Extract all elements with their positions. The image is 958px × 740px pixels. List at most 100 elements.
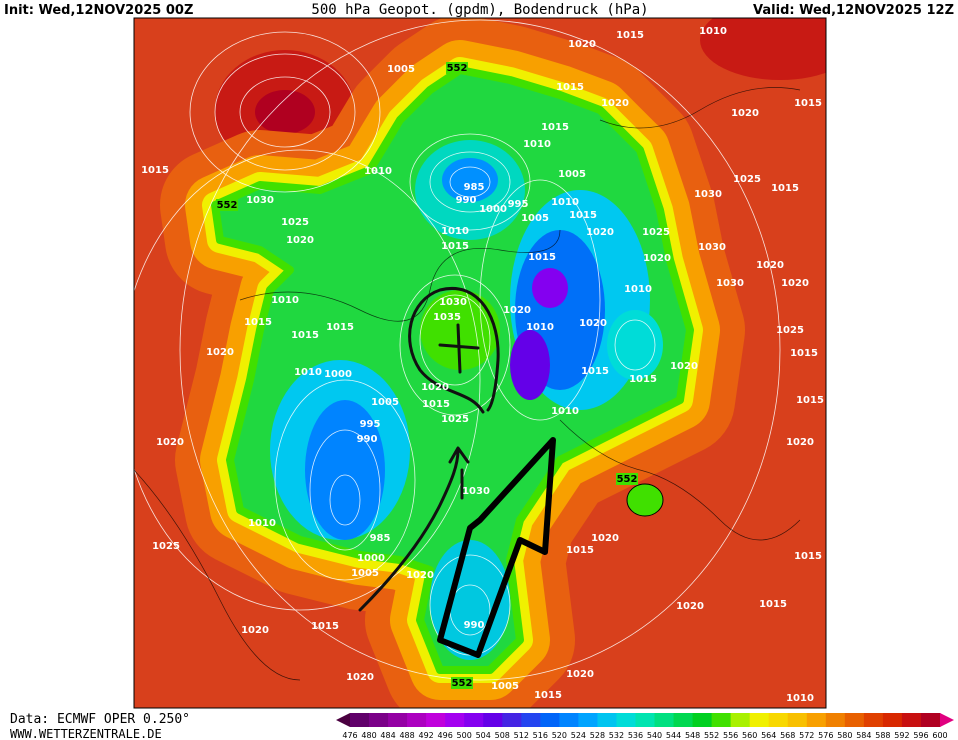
website: WWW.WETTERZENTRALE.DE <box>10 727 162 740</box>
isobar-label: 1025 <box>642 227 670 238</box>
colorbar-label: 544 <box>666 731 681 740</box>
contour-label: 552 <box>452 678 473 689</box>
map-frame <box>133 17 827 709</box>
colorbar-box <box>597 713 617 727</box>
isobar-label: 1020 <box>286 235 314 246</box>
colorbar-label: 508 <box>495 731 510 740</box>
isobar-label: 1015 <box>616 30 644 41</box>
isobar-label: 1020 <box>586 227 614 238</box>
colorbar-label: 560 <box>742 731 757 740</box>
colorbar-box <box>521 713 541 727</box>
colorbar: 476 480 484 488 492 496 500 504 508 512 516 520 524 5… <box>336 713 954 740</box>
isobar-label: 1020 <box>676 601 704 612</box>
warm-area <box>700 18 826 80</box>
colorbar-label: 552 <box>704 731 719 740</box>
isobar-label: 1015 <box>541 122 569 133</box>
isobar-label: 1025 <box>441 414 469 425</box>
colorbar-label: 588 <box>875 731 890 740</box>
colorbar-box <box>673 713 694 727</box>
isobar-label: 1020 <box>643 253 671 264</box>
isobar-label: 1020 <box>566 669 594 680</box>
isobar-label: 1005 <box>491 681 519 692</box>
isobar-label: 1025 <box>733 174 761 185</box>
colorbar-label: 572 <box>799 731 814 740</box>
colorbar-label: 536 <box>628 731 643 740</box>
isobar-label: 1025 <box>152 541 180 552</box>
colorbar-box <box>464 713 484 727</box>
colorbar-label: 492 <box>418 731 433 740</box>
colorbar-box <box>825 713 846 727</box>
isobar-label: 1030 <box>716 278 744 289</box>
blue-area <box>305 400 385 540</box>
isobar-label: 1020 <box>781 278 809 289</box>
colorbar-label: 556 <box>723 731 738 740</box>
isobar-label: 1015 <box>581 366 609 377</box>
colorbar-label: 476 <box>342 731 357 740</box>
isobar-label: 1020 <box>731 108 759 119</box>
colorbar-box <box>730 713 751 727</box>
isobar-label: 1015 <box>566 545 594 556</box>
colorbar-box <box>616 713 636 727</box>
isobar-label: 1015 <box>528 252 556 263</box>
contour-label-bg <box>451 677 473 689</box>
colorbar-label: 596 <box>913 731 928 740</box>
colorbar-label: 484 <box>380 731 395 740</box>
contour-label: 552 <box>617 474 638 485</box>
colorbar-box <box>540 713 560 727</box>
colorbar-box <box>445 713 465 727</box>
colorbar-box <box>692 713 713 727</box>
isobar-label: 1020 <box>591 533 619 544</box>
colorbar-box <box>369 713 389 727</box>
isobar-label: 1005 <box>558 169 586 180</box>
isobar-label: 1020 <box>579 318 607 329</box>
annotation <box>358 287 500 612</box>
contour-label: 552 <box>217 200 238 211</box>
isobar-label: 1010 <box>523 139 551 150</box>
colorbar-box <box>749 713 770 727</box>
colorbar-label: 496 <box>438 731 453 740</box>
isobar-label: 1010 <box>526 322 554 333</box>
colorbar-box <box>787 713 808 727</box>
colorbar-box <box>882 713 903 727</box>
colorbar-box <box>711 713 732 727</box>
colorbar-label: 576 <box>818 731 833 740</box>
isobar-label: 1020 <box>206 347 234 358</box>
isobar-label: 1025 <box>776 325 804 336</box>
colorbar-box <box>407 713 427 727</box>
colorbar-label: 540 <box>647 731 662 740</box>
colorbar-label: 532 <box>609 731 624 740</box>
isobar-label: 1015 <box>244 317 272 328</box>
isobar-label: 1015 <box>311 621 339 632</box>
init-time: Init: Wed,12NOV2025 00Z <box>4 3 193 18</box>
contour-label-bg <box>216 199 238 211</box>
colorbar-box <box>350 713 370 727</box>
isobar-label: 1020 <box>568 39 596 50</box>
isobar-label: 1030 <box>462 486 490 497</box>
isobar-label: 1030 <box>439 297 467 308</box>
colorbar-label: 600 <box>932 731 947 740</box>
isobar-label: 1015 <box>291 330 319 341</box>
isobar-label: 1010 <box>786 693 814 704</box>
isobar-label: 1010 <box>248 518 276 529</box>
isobar-label: 1035 <box>433 312 461 323</box>
colorbar-box <box>654 713 675 727</box>
colorbar-box <box>844 713 865 727</box>
isobar-label: 1030 <box>694 189 722 200</box>
colorbar-label: 528 <box>590 731 605 740</box>
colorbar-label: 520 <box>552 731 567 740</box>
contour-label: 552 <box>447 63 468 74</box>
colorbar-box <box>502 713 522 727</box>
colorbar-label: 512 <box>514 731 529 740</box>
isobar-label: 1015 <box>794 98 822 109</box>
colorbar-label: 516 <box>533 731 548 740</box>
isobar-label: 1020 <box>241 625 269 636</box>
colorbar-label: 548 <box>685 731 700 740</box>
isobar-label: 1000 <box>357 553 385 564</box>
isobar-label: 1000 <box>324 369 352 380</box>
colorbar-box <box>920 713 941 727</box>
colorbar-label: 584 <box>856 731 871 740</box>
isobar-label: 1015 <box>796 395 824 406</box>
colorbar-box <box>768 713 789 727</box>
colorbar-box <box>863 713 884 727</box>
isobar-label: 985 <box>370 533 391 544</box>
